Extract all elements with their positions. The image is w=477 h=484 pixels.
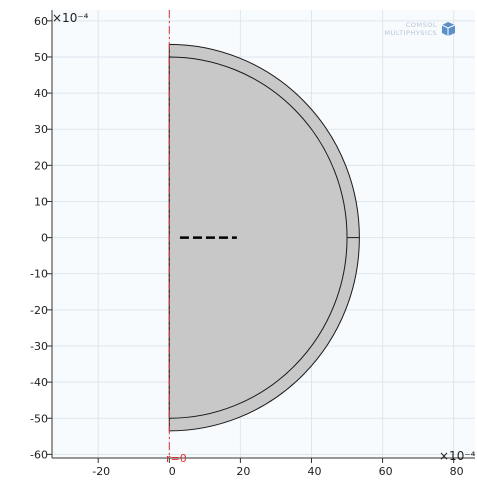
y-tick-label-6: 0 — [41, 232, 48, 245]
y-tick-label-0: 60 — [34, 15, 48, 28]
y-tick-label-9: -30 — [30, 340, 48, 353]
y-tick-label-8: -20 — [30, 304, 48, 317]
symmetry-axis-label: r=0 — [166, 452, 187, 465]
y-tick-label-5: 10 — [34, 195, 48, 208]
y-tick-label-7: -10 — [30, 268, 48, 281]
logo-text-line2: MULTIPHYSICS — [385, 29, 437, 37]
y-exponent-label: ×10⁻⁴ — [52, 11, 89, 25]
y-tick-label-2: 40 — [34, 87, 48, 100]
inner-domain[interactable] — [168, 56, 348, 419]
x-tick-label-0: -20 — [92, 465, 110, 478]
logo-text-line1: COMSOL — [406, 21, 437, 29]
y-tick-label-1: 50 — [34, 51, 48, 64]
y-tick-label-12: -60 — [30, 448, 48, 461]
y-tick-label-11: -50 — [30, 412, 48, 425]
x-tick-label-4: 60 — [379, 465, 393, 478]
y-tick-label-4: 20 — [34, 159, 48, 172]
comsol-logo: COMSOL MULTIPHYSICS — [385, 21, 456, 37]
x-tick-label-5: 80 — [450, 465, 464, 478]
y-tick-label-10: -40 — [30, 376, 48, 389]
x-tick-label-2: 20 — [236, 465, 250, 478]
logo-icon — [441, 22, 456, 36]
y-tick-label-3: 30 — [34, 123, 48, 136]
x-tick-label-3: 40 — [307, 465, 321, 478]
x-exponent-label: ×10⁻⁴ — [439, 449, 476, 463]
x-tick-label-1: 0 — [169, 465, 176, 478]
